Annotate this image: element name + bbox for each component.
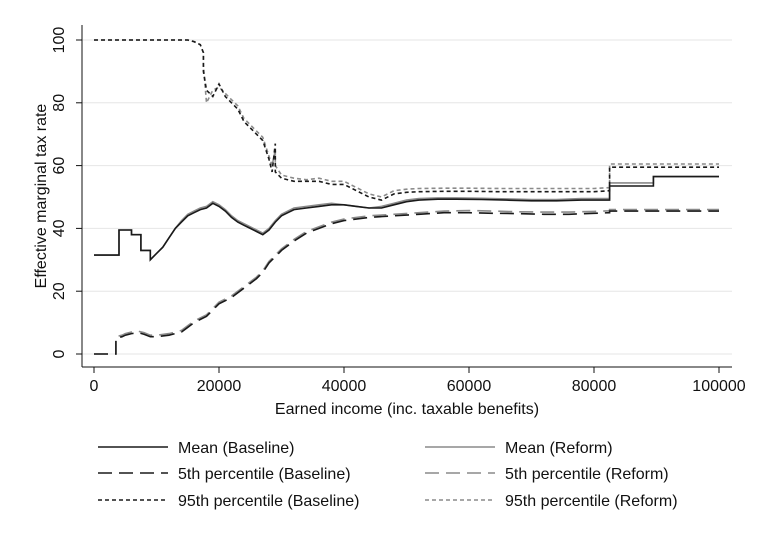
series-lines bbox=[94, 39, 719, 355]
y-tick-label: 80 bbox=[51, 94, 68, 112]
series-line-95th-percentile-reform bbox=[94, 39, 719, 198]
x-tick-label: 100000 bbox=[692, 378, 745, 395]
x-tick-label: 0 bbox=[90, 378, 99, 395]
legend-label-95th-percentile-reform: 95th percentile (Reform) bbox=[505, 493, 678, 510]
legend-label-95th-percentile-baseline: 95th percentile (Baseline) bbox=[178, 493, 359, 510]
y-tick-label: 60 bbox=[51, 157, 68, 175]
x-axis-ticks: 0 20000 40000 60000 80000 100000 bbox=[90, 367, 746, 395]
series-line-mean-baseline bbox=[94, 175, 719, 262]
legend-label-mean-baseline: Mean (Baseline) bbox=[178, 440, 295, 457]
y-tick-label: 40 bbox=[51, 219, 68, 237]
y-axis-label: Effective marginal tax rate bbox=[33, 104, 50, 289]
x-tick-label: 80000 bbox=[572, 378, 617, 395]
legend-label-5th-percentile-reform: 5th percentile (Reform) bbox=[505, 466, 669, 483]
legend-label-mean-reform: Mean (Reform) bbox=[505, 440, 613, 457]
x-tick-label: 60000 bbox=[447, 378, 492, 395]
y-tick-label: 20 bbox=[51, 282, 68, 300]
x-tick-label: 40000 bbox=[322, 378, 367, 395]
y-axis-ticks: 0 20 40 60 80 100 bbox=[51, 27, 82, 358]
axes bbox=[81, 25, 732, 368]
y-tick-label: 100 bbox=[51, 27, 68, 54]
y-tick-label: 0 bbox=[51, 349, 68, 358]
series-line-5th-percentile-reform bbox=[94, 208, 719, 355]
legend-label-5th-percentile-baseline: 5th percentile (Baseline) bbox=[178, 466, 351, 483]
x-axis-label: Earned income (inc. taxable benefits) bbox=[275, 401, 539, 418]
legend: Mean (Baseline) Mean (Reform) 5th percenti… bbox=[98, 440, 678, 510]
x-tick-label: 20000 bbox=[197, 378, 242, 395]
series-line-95th-percentile-baseline bbox=[94, 39, 719, 201]
gridlines bbox=[82, 39, 732, 355]
series-line-5th-percentile-baseline bbox=[94, 210, 719, 355]
